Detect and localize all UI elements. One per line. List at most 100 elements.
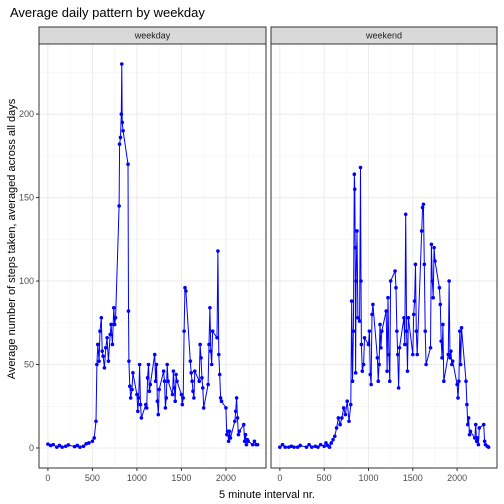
data-point (81, 444, 86, 449)
data-point (130, 387, 134, 392)
data-point (351, 329, 356, 333)
data-point (348, 402, 353, 407)
data-point (199, 356, 203, 360)
data-point (412, 299, 417, 303)
data-point (395, 352, 400, 357)
data-point (333, 434, 337, 439)
data-point (128, 384, 132, 389)
data-point (131, 371, 135, 375)
data-point (456, 396, 460, 400)
data-point (278, 445, 282, 449)
series-line (279, 167, 489, 448)
data-point (441, 322, 445, 327)
data-point (405, 369, 410, 373)
data-point (402, 315, 406, 320)
x-tick-label: 1000 (358, 473, 378, 483)
data-point (121, 129, 125, 133)
data-point (432, 245, 436, 250)
data-point (103, 346, 108, 350)
data-point (117, 204, 121, 208)
x-tick-label: 2000 (216, 473, 236, 483)
data-point (482, 439, 487, 444)
data-point (136, 396, 141, 400)
data-point (120, 120, 125, 125)
panel-background (271, 44, 497, 468)
data-point (215, 335, 219, 340)
data-point (384, 309, 389, 313)
data-point (307, 442, 311, 447)
data-point (406, 315, 411, 320)
data-point (154, 362, 159, 367)
data-point (135, 392, 139, 397)
data-point (343, 412, 348, 417)
data-point (368, 372, 373, 377)
data-point (148, 382, 153, 387)
facet-strip-label: weekend (365, 31, 402, 41)
data-point (322, 444, 326, 449)
data-point (217, 352, 221, 357)
data-point (357, 319, 362, 323)
data-point (403, 212, 408, 217)
data-point (228, 436, 233, 440)
data-point (189, 371, 194, 375)
data-point (46, 442, 50, 446)
data-point (144, 402, 148, 407)
data-point (208, 305, 212, 310)
data-point (210, 329, 215, 333)
data-point (467, 432, 472, 437)
x-axis-label: 5 minute interval nr. (219, 489, 315, 501)
data-point (433, 259, 437, 263)
data-point (224, 406, 228, 410)
data-point (486, 445, 491, 449)
data-point (414, 329, 419, 333)
data-point (422, 262, 427, 267)
data-point (476, 442, 481, 447)
data-point (395, 329, 399, 333)
data-point (370, 312, 374, 317)
data-point (78, 445, 82, 449)
data-point (468, 429, 473, 434)
data-point (136, 409, 140, 414)
panel-border (270, 43, 498, 469)
data-point (119, 112, 124, 116)
data-point (295, 445, 300, 449)
data-point (341, 406, 346, 410)
data-point (226, 439, 231, 444)
data-point (227, 429, 232, 434)
data-point (171, 369, 176, 373)
data-point (144, 406, 149, 410)
data-point (111, 305, 116, 310)
data-point (431, 295, 435, 300)
data-point (243, 432, 248, 437)
data-point (356, 315, 360, 320)
data-point (411, 352, 415, 357)
y-tick-label: 0 (29, 443, 34, 453)
data-point (234, 396, 239, 400)
data-point (347, 419, 351, 424)
data-point (109, 322, 113, 327)
data-point (110, 342, 115, 347)
data-point (376, 379, 381, 383)
data-point (252, 439, 257, 444)
data-point (250, 442, 255, 447)
data-point (354, 279, 358, 283)
data-point (106, 359, 111, 363)
data-point (404, 329, 409, 333)
data-point (242, 439, 247, 444)
data-point (334, 426, 339, 430)
data-point (458, 362, 463, 367)
data-point (352, 172, 357, 177)
data-point (207, 342, 211, 347)
data-point (349, 299, 354, 303)
data-point (147, 389, 152, 394)
data-point (101, 354, 105, 358)
data-point (237, 429, 242, 434)
data-point (464, 379, 468, 383)
x-tick-label: 500 (317, 473, 332, 483)
data-point (350, 379, 355, 383)
data-point (394, 285, 398, 290)
data-point (316, 445, 320, 449)
data-point (481, 422, 486, 427)
data-point (75, 443, 80, 448)
